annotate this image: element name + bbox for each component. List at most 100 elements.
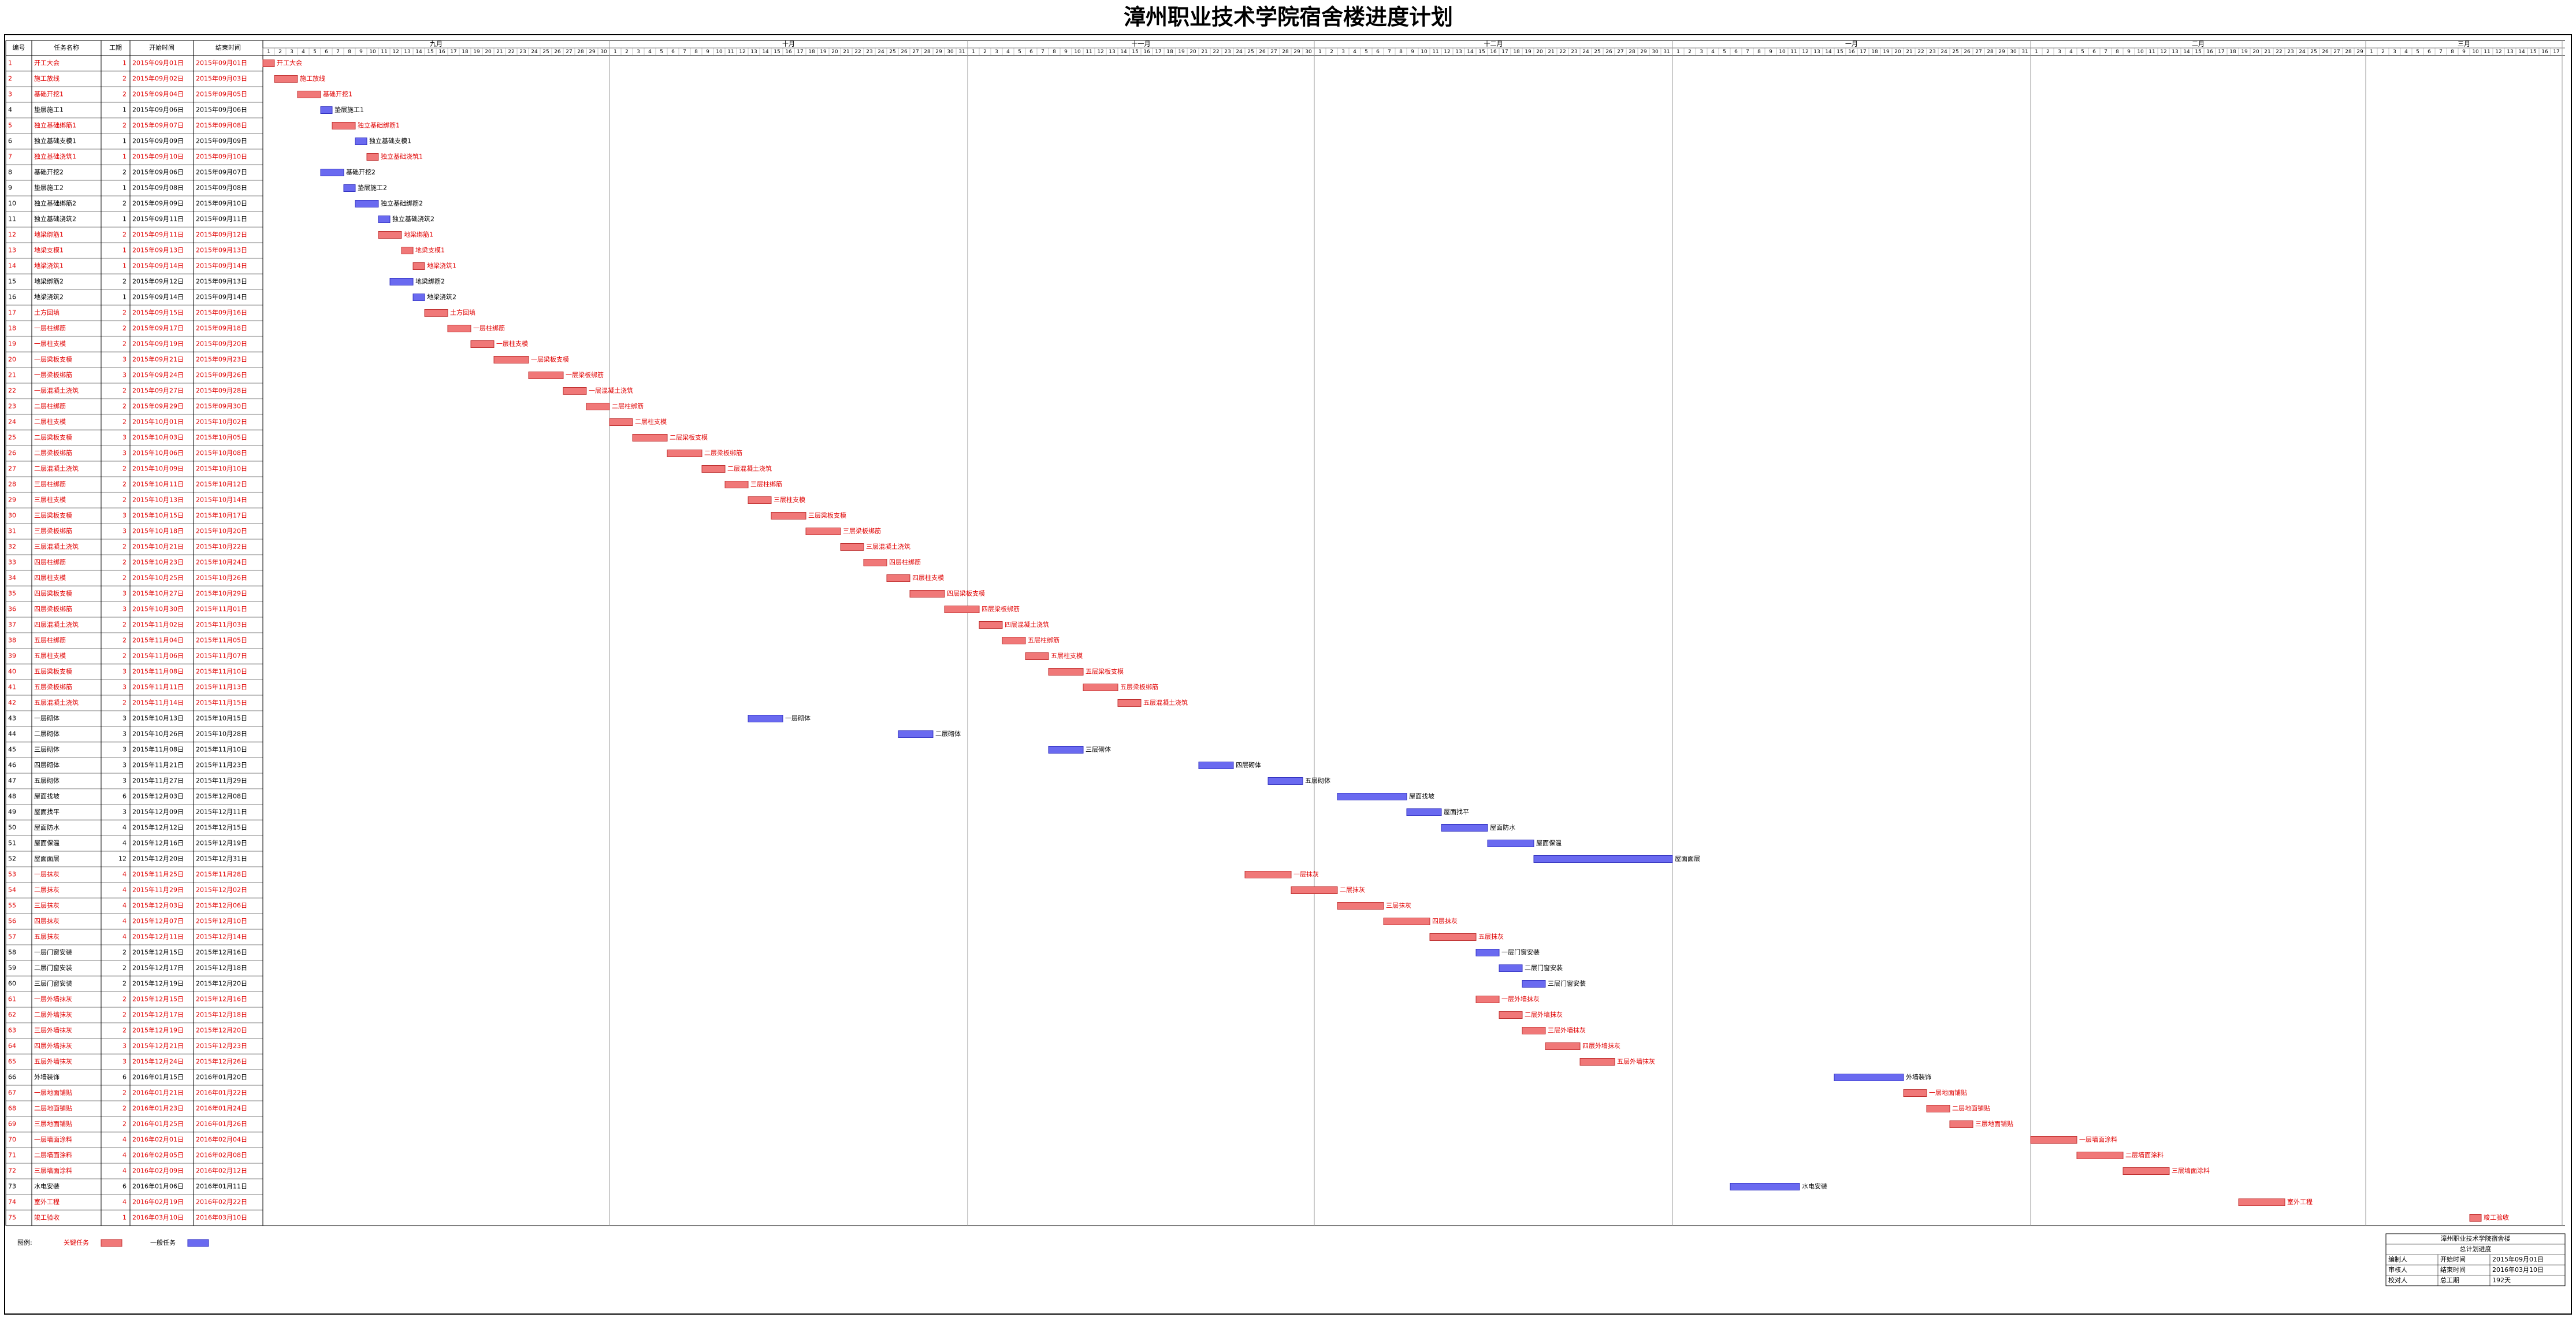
task-bar <box>909 590 945 598</box>
month-label: 十一月 <box>1132 40 1151 48</box>
cell-start: 2015年09月12日 <box>132 277 184 285</box>
cell-id: 47 <box>8 777 16 785</box>
cell-start: 2015年12月15日 <box>132 948 184 956</box>
cell-id: 21 <box>8 372 16 379</box>
cell-end: 2015年09月12日 <box>196 231 247 239</box>
cell-name: 四层柱绑筋 <box>34 558 66 566</box>
task-bar <box>493 356 529 363</box>
bar-label: 二层柱支模 <box>635 418 667 426</box>
task-bar <box>447 325 471 332</box>
day-label: 2 <box>278 49 282 55</box>
task-bar <box>2469 1214 2482 1222</box>
cell-name: 室外工程 <box>34 1198 60 1206</box>
cell-name: 五层砌体 <box>34 777 60 785</box>
cell-name: 四层混凝土浇筑 <box>34 621 79 629</box>
day-label: 30 <box>600 49 607 55</box>
cell-end: 2015年09月30日 <box>196 402 247 410</box>
task-bar <box>1949 1120 1973 1128</box>
task-bar <box>1025 652 1049 660</box>
cell-duration: 3 <box>122 746 127 754</box>
cell-name: 竣工验收 <box>34 1214 60 1222</box>
cell-duration: 2 <box>122 996 127 1003</box>
day-label: 19 <box>2241 49 2248 55</box>
day-label: 21 <box>1548 49 1554 55</box>
cell-duration: 3 <box>122 808 127 816</box>
day-label: 10 <box>369 49 376 55</box>
cell-id: 13 <box>8 247 16 254</box>
cell-id: 66 <box>8 1074 16 1081</box>
cell-end: 2015年09月08日 <box>196 121 247 129</box>
cell-id: 73 <box>8 1183 16 1190</box>
cell-name: 四层外墙抹灰 <box>34 1042 72 1050</box>
cell-duration: 2 <box>122 964 127 972</box>
day-label: 16 <box>1490 49 1497 55</box>
day-label: 12 <box>2495 49 2501 55</box>
cell-duration: 2 <box>122 403 127 410</box>
cell-end: 2015年12月16日 <box>196 995 247 1003</box>
cell-duration: 2 <box>122 1105 127 1112</box>
cell-start: 2015年10月30日 <box>132 605 184 613</box>
cell-end: 2015年12月18日 <box>196 1011 247 1019</box>
bar-label: 垫层施工2 <box>358 184 387 192</box>
task-bar <box>343 184 356 192</box>
cell-start: 2015年09月13日 <box>132 246 184 254</box>
cell-duration: 4 <box>122 840 127 847</box>
day-label: 2 <box>2046 49 2050 55</box>
column-header: 编号 <box>13 43 25 51</box>
cell-start: 2015年12月11日 <box>132 933 184 941</box>
cell-id: 68 <box>8 1105 16 1112</box>
bar-label: 屋面找坡 <box>1409 792 1434 800</box>
cell-id: 62 <box>8 1011 16 1019</box>
cell-id: 28 <box>8 481 16 488</box>
cell-end: 2015年09月14日 <box>196 262 247 270</box>
bar-label: 水电安装 <box>1802 1182 1827 1190</box>
cell-id: 40 <box>8 668 16 676</box>
day-label: 4 <box>1711 49 1715 55</box>
bar-label: 三层柱支模 <box>774 496 805 504</box>
cell-name: 地梁绑筋1 <box>34 231 64 239</box>
day-label: 31 <box>2021 49 2028 55</box>
day-label: 25 <box>1247 49 1254 55</box>
cell-duration: 3 <box>122 684 127 691</box>
day-label: 23 <box>2287 49 2294 55</box>
day-label: 29 <box>1293 49 1300 55</box>
month-label: 二月 <box>2192 40 2205 48</box>
cell-end: 2015年10月24日 <box>196 558 247 566</box>
day-label: 14 <box>415 49 422 55</box>
day-label: 7 <box>1388 49 1391 55</box>
cell-end: 2015年12月23日 <box>196 1042 247 1050</box>
day-label: 14 <box>762 49 769 55</box>
cell-duration: 1 <box>122 1214 127 1222</box>
day-label: 26 <box>901 49 908 55</box>
cell-start: 2015年12月20日 <box>132 855 184 863</box>
task-bar <box>1522 980 1546 988</box>
task-bar <box>1117 699 1142 707</box>
cell-duration: 3 <box>122 356 127 363</box>
bar-label: 一层柱支模 <box>496 340 528 348</box>
cell-duration: 1 <box>122 294 127 301</box>
day-label: 10 <box>1421 49 1428 55</box>
day-label: 10 <box>1074 49 1081 55</box>
bar-label: 一层外墙抹灰 <box>1501 995 1540 1003</box>
task-bar <box>667 450 702 457</box>
cell-id: 67 <box>8 1089 16 1097</box>
cell-name: 二层柱支模 <box>34 418 66 426</box>
bar-label: 一层门窗安装 <box>1501 948 1540 956</box>
bar-label: 二层梁板绑筋 <box>704 449 742 457</box>
cell-end: 2015年10月12日 <box>196 480 247 488</box>
day-label: 24 <box>531 49 538 55</box>
cell-id: 64 <box>8 1042 16 1050</box>
cell-name: 三层砌体 <box>34 745 60 754</box>
day-label: 14 <box>1825 49 1832 55</box>
day-label: 23 <box>1224 49 1231 55</box>
cell-end: 2015年09月13日 <box>196 277 247 285</box>
cell-duration: 1 <box>122 247 127 254</box>
info-cell: 开始时间 <box>2440 1255 2466 1263</box>
cell-end: 2015年12月20日 <box>196 979 247 988</box>
day-label: 20 <box>2252 49 2259 55</box>
day-label: 8 <box>694 49 698 55</box>
cell-name: 三层柱绑筋 <box>34 480 66 488</box>
cell-end: 2015年09月09日 <box>196 137 247 145</box>
cell-start: 2015年10月03日 <box>132 433 184 441</box>
cell-duration: 3 <box>122 730 127 738</box>
